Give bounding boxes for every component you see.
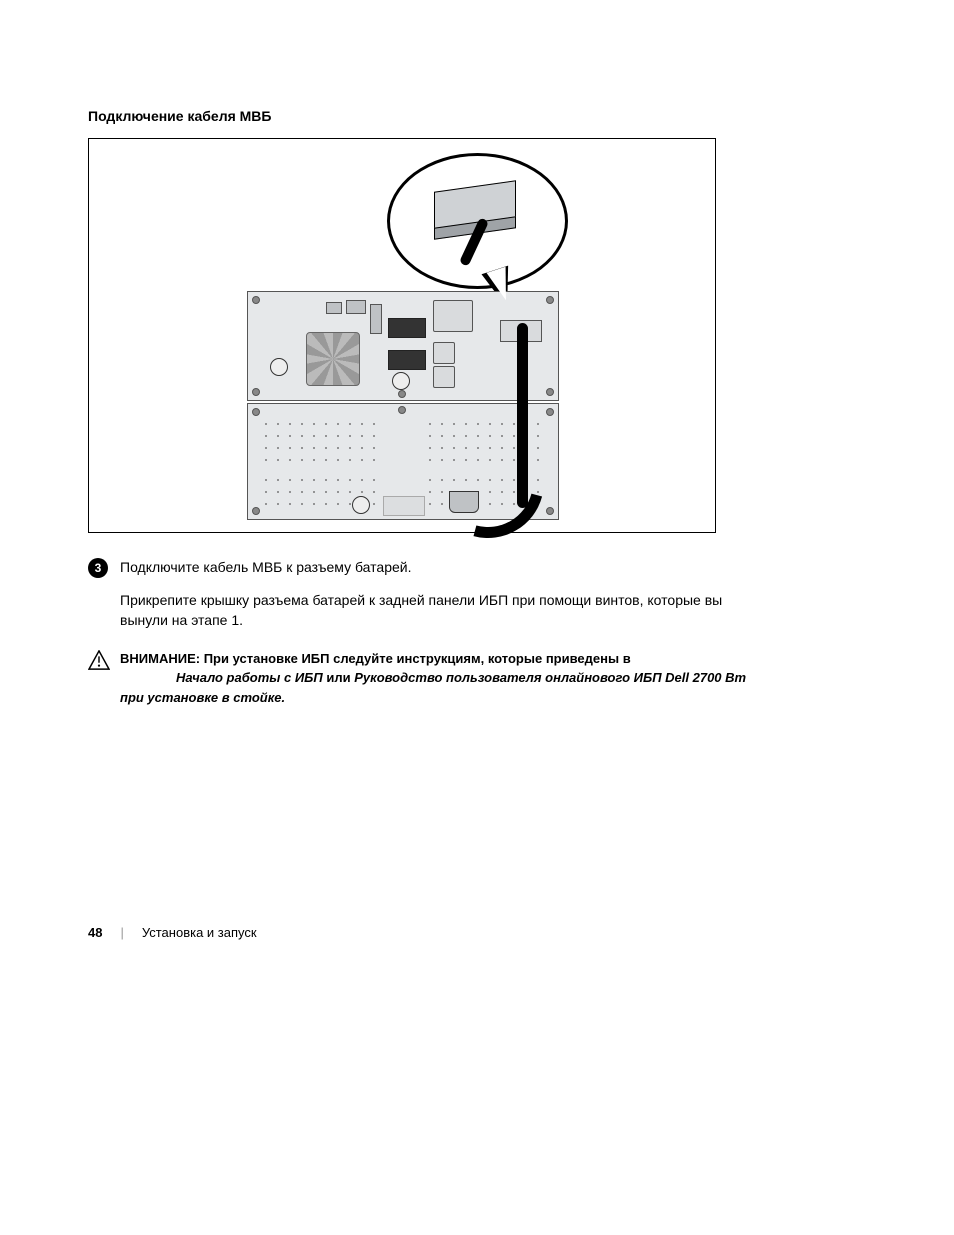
footer-separator: | — [120, 925, 123, 940]
figure-connection-diagram — [88, 138, 716, 533]
battery-module-connector — [449, 491, 479, 513]
page-number: 48 — [88, 925, 102, 940]
document-page: Подключение кабеля МВБ — [0, 0, 954, 1235]
warning-icon — [88, 650, 110, 670]
notice-italic-1: Начало работы с ИБП — [176, 670, 323, 685]
notice-mid: или — [323, 670, 354, 685]
notice-label: ВНИМАНИЕ: — [120, 651, 200, 666]
step-number-badge: 3 — [88, 558, 108, 578]
notice-text: ВНИМАНИЕ: При установке ИБП следуйте инс… — [120, 649, 768, 708]
step-number: 3 — [95, 561, 102, 575]
notice-line1: При установке ИБП следуйте инструкциям, … — [204, 651, 631, 666]
step-3-paragraph: Прикрепите крышку разъема батарей к задн… — [120, 590, 740, 631]
page-footer: 48 | Установка и запуск — [88, 925, 257, 940]
footer-section: Установка и запуск — [142, 925, 257, 940]
ups-rear-panel — [247, 291, 559, 401]
step-3-row: 3 Подключите кабель МВБ к разъему батаре… — [88, 557, 834, 578]
figure-inner — [237, 151, 567, 521]
section-heading: Подключение кабеля МВБ — [88, 108, 834, 124]
step-3-text: Подключите кабель МВБ к разъему батарей. — [120, 557, 411, 577]
notice-row: ВНИМАНИЕ: При установке ИБП следуйте инс… — [88, 649, 768, 708]
